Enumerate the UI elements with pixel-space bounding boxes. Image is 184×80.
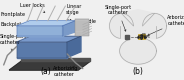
Text: Backplate: Backplate [1, 22, 29, 32]
Polygon shape [143, 13, 167, 38]
Polygon shape [120, 26, 156, 38]
Text: Luer locks: Luer locks [20, 3, 45, 12]
Polygon shape [63, 21, 75, 36]
Polygon shape [75, 19, 89, 36]
Text: P2: P2 [138, 35, 143, 39]
Polygon shape [17, 42, 67, 58]
Polygon shape [120, 38, 156, 64]
Polygon shape [109, 13, 133, 38]
Text: P4: P4 [142, 33, 146, 37]
Text: (b): (b) [132, 67, 144, 76]
Text: Arborizing
catheter: Arborizing catheter [148, 15, 184, 35]
Bar [138, 34, 145, 39]
Text: Linear
stage: Linear stage [66, 4, 82, 24]
Text: (a): (a) [41, 67, 51, 76]
Text: Microneedle: Microneedle [66, 19, 96, 30]
Polygon shape [121, 10, 155, 26]
Polygon shape [17, 36, 81, 42]
Polygon shape [120, 26, 156, 38]
Polygon shape [9, 61, 90, 70]
Text: P3: P3 [142, 35, 146, 39]
Polygon shape [21, 58, 90, 61]
Text: P5: P5 [145, 35, 150, 39]
Text: P1: P1 [142, 36, 146, 40]
Polygon shape [67, 36, 81, 58]
Text: Single-port
catheter: Single-port catheter [0, 34, 27, 51]
Polygon shape [17, 26, 63, 36]
Text: Single-port
catheter: Single-port catheter [104, 5, 131, 31]
Text: Arborizing
catheter: Arborizing catheter [53, 66, 79, 77]
Polygon shape [17, 21, 75, 26]
Text: Frontplate: Frontplate [1, 12, 32, 23]
